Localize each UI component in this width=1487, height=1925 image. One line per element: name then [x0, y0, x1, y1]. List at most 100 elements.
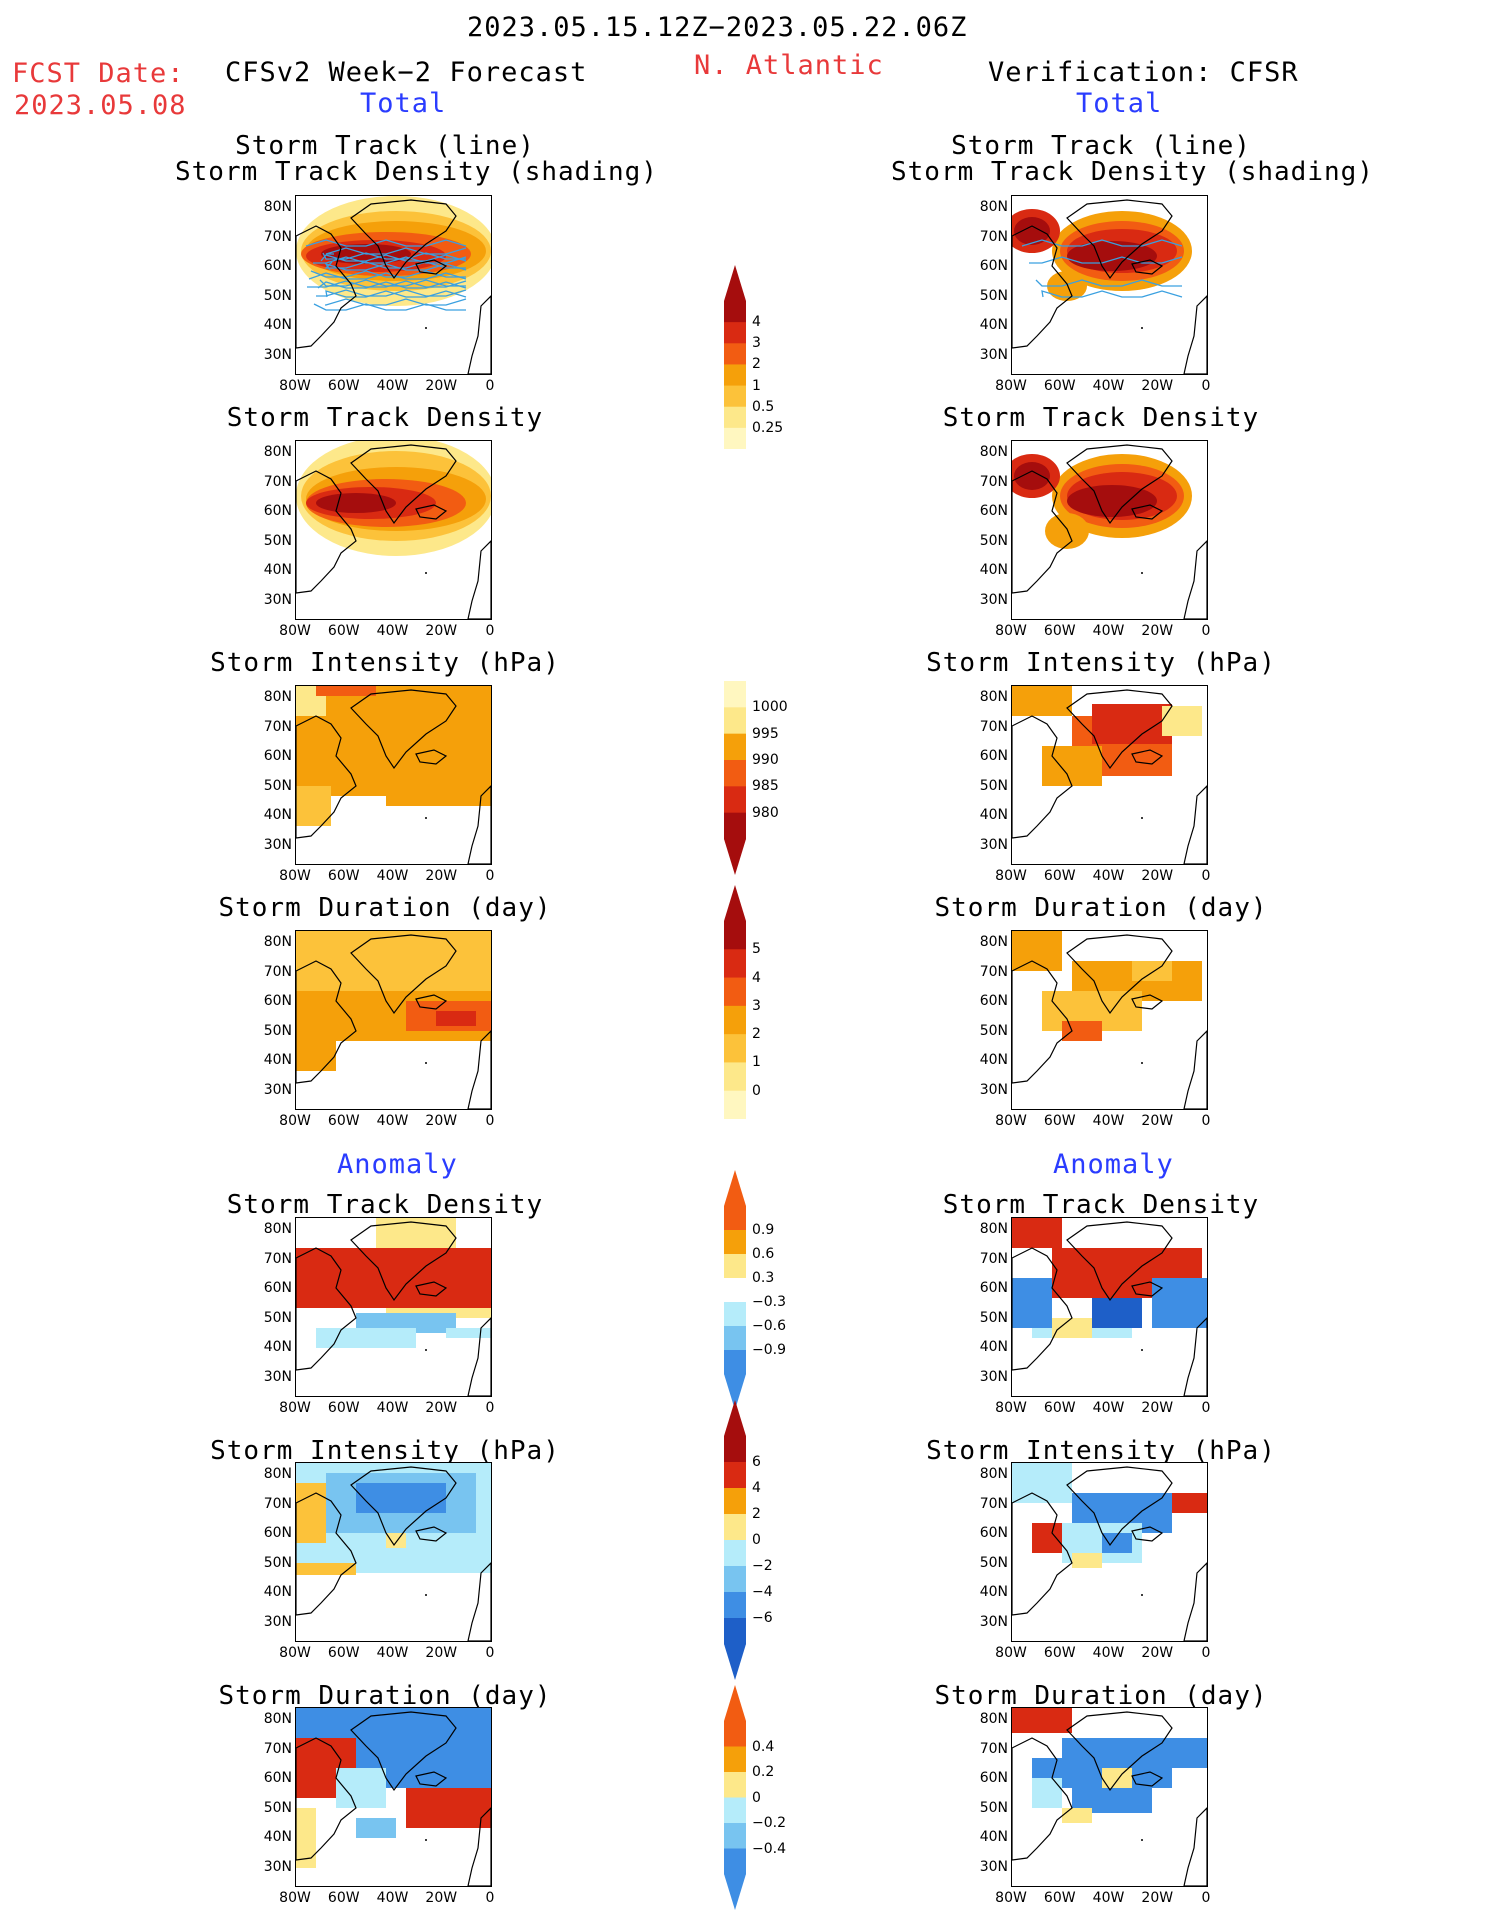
- lat-tick: 40N: [263, 807, 292, 823]
- lon-tick: 20W: [1141, 623, 1174, 639]
- lat-tick: 80N: [979, 444, 1008, 460]
- lat-tick: 50N: [979, 777, 1008, 794]
- lat-tick: 80N: [263, 689, 292, 705]
- map-r7-plot: [1012, 1708, 1207, 1886]
- lat-tick: 30N: [979, 1858, 1008, 1875]
- lat-tick: 50N: [263, 532, 292, 549]
- lat-tick: 70N: [979, 228, 1008, 245]
- lat-tick: 70N: [263, 1250, 292, 1267]
- colorbar-label: −0.6: [752, 1318, 786, 1334]
- lat-tick: 70N: [979, 718, 1008, 735]
- lat-tick: 80N: [263, 1221, 292, 1237]
- colorbar-label: 0.9: [752, 1222, 775, 1238]
- lon-tick: 60W: [1043, 868, 1076, 884]
- lat-tick: 50N: [979, 1309, 1008, 1326]
- lat-tick: 50N: [979, 1799, 1008, 1816]
- lat-tick: 70N: [263, 473, 292, 490]
- colorbar-density_total: [724, 265, 746, 485]
- colorbar-label: −0.9: [752, 1342, 786, 1358]
- colorbar-label: 6: [752, 1454, 761, 1470]
- map-r2: [1011, 440, 1208, 620]
- lon-tick: 80W: [279, 378, 311, 394]
- map-l4-plot: [296, 931, 491, 1109]
- lon-tick: 80W: [995, 1890, 1027, 1906]
- lon-tick: 60W: [327, 1113, 360, 1129]
- lon-tick: 80W: [279, 1113, 311, 1129]
- lat-tick: 70N: [979, 1495, 1008, 1512]
- lat-tick: 60N: [263, 1770, 292, 1786]
- lat-tick: 60N: [979, 1770, 1008, 1786]
- lon-tick: 60W: [327, 378, 360, 394]
- lat-tick: 80N: [979, 1711, 1008, 1727]
- lat-tick: 60N: [263, 993, 292, 1009]
- lon-tick: 20W: [1141, 1645, 1174, 1661]
- colorbar-label: 0: [752, 1789, 761, 1806]
- colorbar-label: 0.6: [752, 1246, 775, 1262]
- colorbar-label: −0.3: [752, 1294, 786, 1310]
- lon-tick: 60W: [1043, 1890, 1076, 1906]
- lat-tick: 60N: [979, 993, 1008, 1009]
- colorbar-label: 1: [752, 377, 761, 394]
- lon-tick: 20W: [425, 623, 458, 639]
- lon-tick: 0: [1201, 1400, 1211, 1416]
- lat-tick: 40N: [263, 562, 292, 578]
- colorbar-label: 990: [752, 752, 779, 768]
- lon-tick: 40W: [376, 378, 409, 394]
- lon-tick: 80W: [279, 1645, 311, 1661]
- map-l3-plot: [296, 686, 491, 864]
- colorbar-label: 2: [752, 356, 761, 373]
- lat-tick: 50N: [263, 1554, 292, 1571]
- lon-tick: 80W: [995, 378, 1027, 394]
- lat-tick: 50N: [979, 1554, 1008, 1571]
- l2-title: Storm Track Density: [226, 403, 544, 433]
- lat-tick: 50N: [263, 1309, 292, 1326]
- map-l5-plot: [296, 1218, 491, 1396]
- map-l7-plot: [296, 1708, 491, 1886]
- lat-tick: 30N: [263, 591, 292, 608]
- lon-tick: 80W: [279, 1400, 311, 1416]
- lon-tick: 60W: [1043, 1400, 1076, 1416]
- lat-tick: 60N: [979, 1525, 1008, 1541]
- right-column-title: Verification: CFSR: [988, 57, 1299, 88]
- lon-tick: 80W: [279, 1890, 311, 1906]
- colorbar-density_anom: [724, 1170, 746, 1410]
- lon-tick: 60W: [327, 623, 360, 639]
- lat-tick: 60N: [979, 258, 1008, 274]
- lat-tick: 80N: [263, 1711, 292, 1727]
- lat-tick: 60N: [263, 1525, 292, 1541]
- lat-tick: 80N: [263, 934, 292, 950]
- lat-tick: 40N: [979, 1584, 1008, 1600]
- lon-tick: 20W: [425, 378, 458, 394]
- lat-tick: 80N: [263, 1466, 292, 1482]
- fcst-date-value: 2023.05.08: [14, 90, 187, 121]
- colorbar-label: 2: [752, 1506, 761, 1522]
- lat-tick: 80N: [979, 1466, 1008, 1482]
- lon-tick: 80W: [995, 868, 1027, 884]
- lat-tick: 80N: [979, 689, 1008, 705]
- colorbar-label: 5: [752, 941, 761, 958]
- lat-tick: 80N: [979, 1221, 1008, 1237]
- colorbar-intensity_anom: [724, 1400, 746, 1680]
- lat-tick: 70N: [263, 963, 292, 980]
- lon-tick: 20W: [425, 868, 458, 884]
- lat-tick: 40N: [263, 1052, 292, 1068]
- lat-tick: 40N: [979, 1829, 1008, 1845]
- lat-tick: 50N: [979, 532, 1008, 549]
- map-l6-plot: [296, 1463, 491, 1641]
- lat-tick: 70N: [979, 1740, 1008, 1757]
- lat-tick: 30N: [979, 346, 1008, 363]
- lat-tick: 60N: [263, 748, 292, 764]
- lat-tick: 40N: [979, 1052, 1008, 1068]
- r1-title-shading: Storm Track Density (shading): [891, 157, 1374, 187]
- lat-tick: 60N: [263, 1280, 292, 1296]
- map-r6: [1011, 1462, 1208, 1642]
- lat-tick: 40N: [979, 1339, 1008, 1355]
- lon-tick: 40W: [1092, 1645, 1125, 1661]
- region-title: N. Atlantic: [694, 50, 884, 81]
- lon-tick: 40W: [1092, 623, 1125, 639]
- map-r3-plot: [1012, 686, 1207, 864]
- colorbar-label: 1000: [752, 699, 788, 716]
- r4-title: Storm Duration (day): [934, 893, 1268, 923]
- lon-tick: 0: [1201, 1113, 1211, 1129]
- lat-tick: 50N: [263, 287, 292, 304]
